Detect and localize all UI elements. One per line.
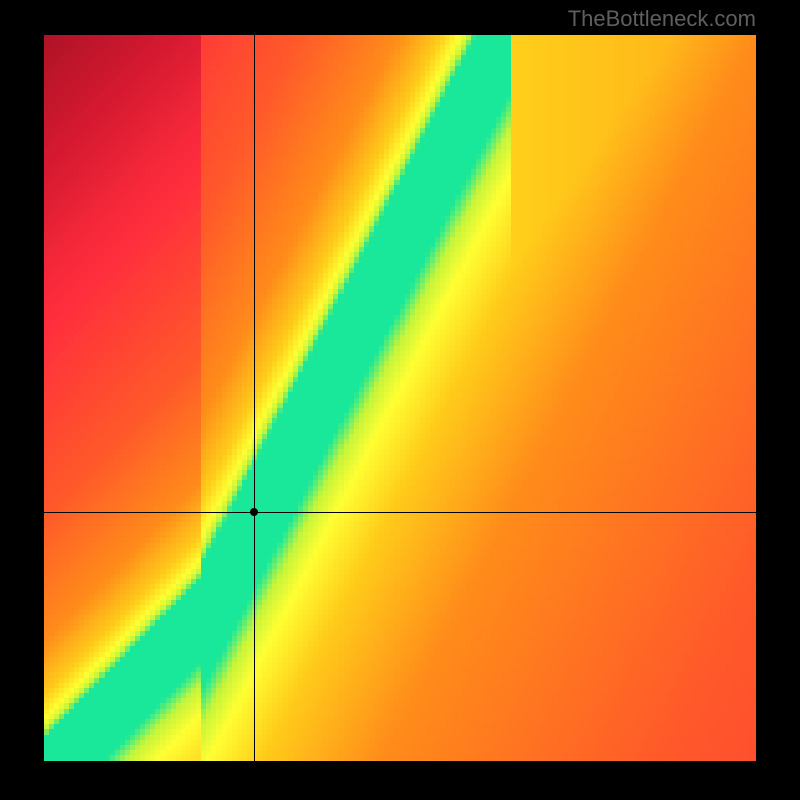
plot-area <box>44 35 756 761</box>
crosshair-vertical <box>254 35 255 761</box>
chart-container: TheBottleneck.com <box>0 0 800 800</box>
watermark-text: TheBottleneck.com <box>568 6 756 32</box>
heatmap-canvas <box>44 35 756 761</box>
marker-dot <box>250 508 258 516</box>
crosshair-horizontal <box>44 512 756 513</box>
